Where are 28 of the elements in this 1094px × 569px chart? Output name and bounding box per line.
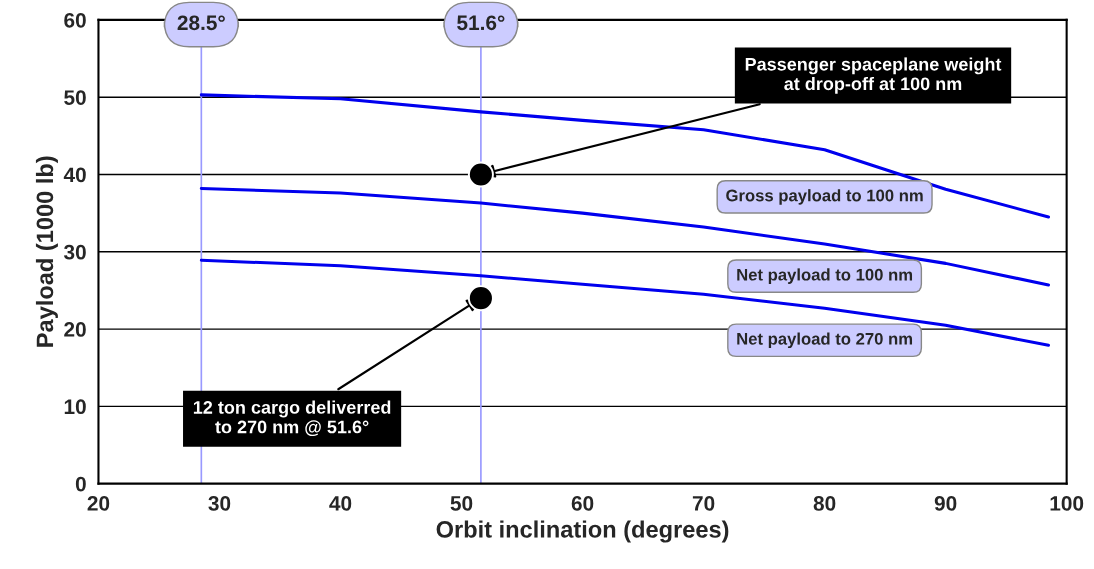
annotation: 12 ton cargo deliverred to 270 nm @ 51.6° — [193, 400, 391, 437]
x-tick-label: 70 — [692, 496, 715, 511]
ref-line-label: 28.5° — [177, 15, 225, 31]
x-tick-label: 90 — [934, 496, 957, 511]
line-series — [199, 93, 1051, 219]
series-label: Gross payload to 100 nm — [726, 189, 923, 205]
x-tick-label: 50 — [450, 496, 473, 511]
y-tick-label: 0 — [75, 476, 86, 492]
y-tick-label: 60 — [64, 12, 86, 28]
x-tick-label: 80 — [813, 496, 836, 511]
y-axis-title: Payload (1000 lb) — [35, 156, 58, 347]
line-series — [199, 186, 1051, 287]
x-tick-label: 20 — [87, 496, 110, 511]
y-tick-label: 40 — [63, 167, 86, 183]
series-label: Net payload to 270 nm — [737, 332, 913, 349]
x-tick-label: 30 — [208, 496, 231, 511]
x-tick-label: 40 — [329, 496, 352, 511]
y-tick-label: 20 — [64, 322, 86, 337]
y-tick-label: 10 — [64, 399, 86, 415]
x-axis-title: Orbit inclination (degrees) — [436, 520, 729, 543]
line-series — [199, 258, 1051, 347]
series-label: Net payload to 100 nm — [737, 268, 913, 284]
x-tick-label: 100 — [1050, 496, 1084, 511]
x-tick-label: 60 — [571, 496, 594, 511]
y-tick-label: 30 — [63, 244, 86, 260]
annotation: Passenger spaceplane weight at drop-off at 100 nm — [745, 57, 1002, 94]
y-tick-label: 50 — [64, 90, 86, 105]
ref-line-label: 51.6° — [457, 15, 505, 31]
